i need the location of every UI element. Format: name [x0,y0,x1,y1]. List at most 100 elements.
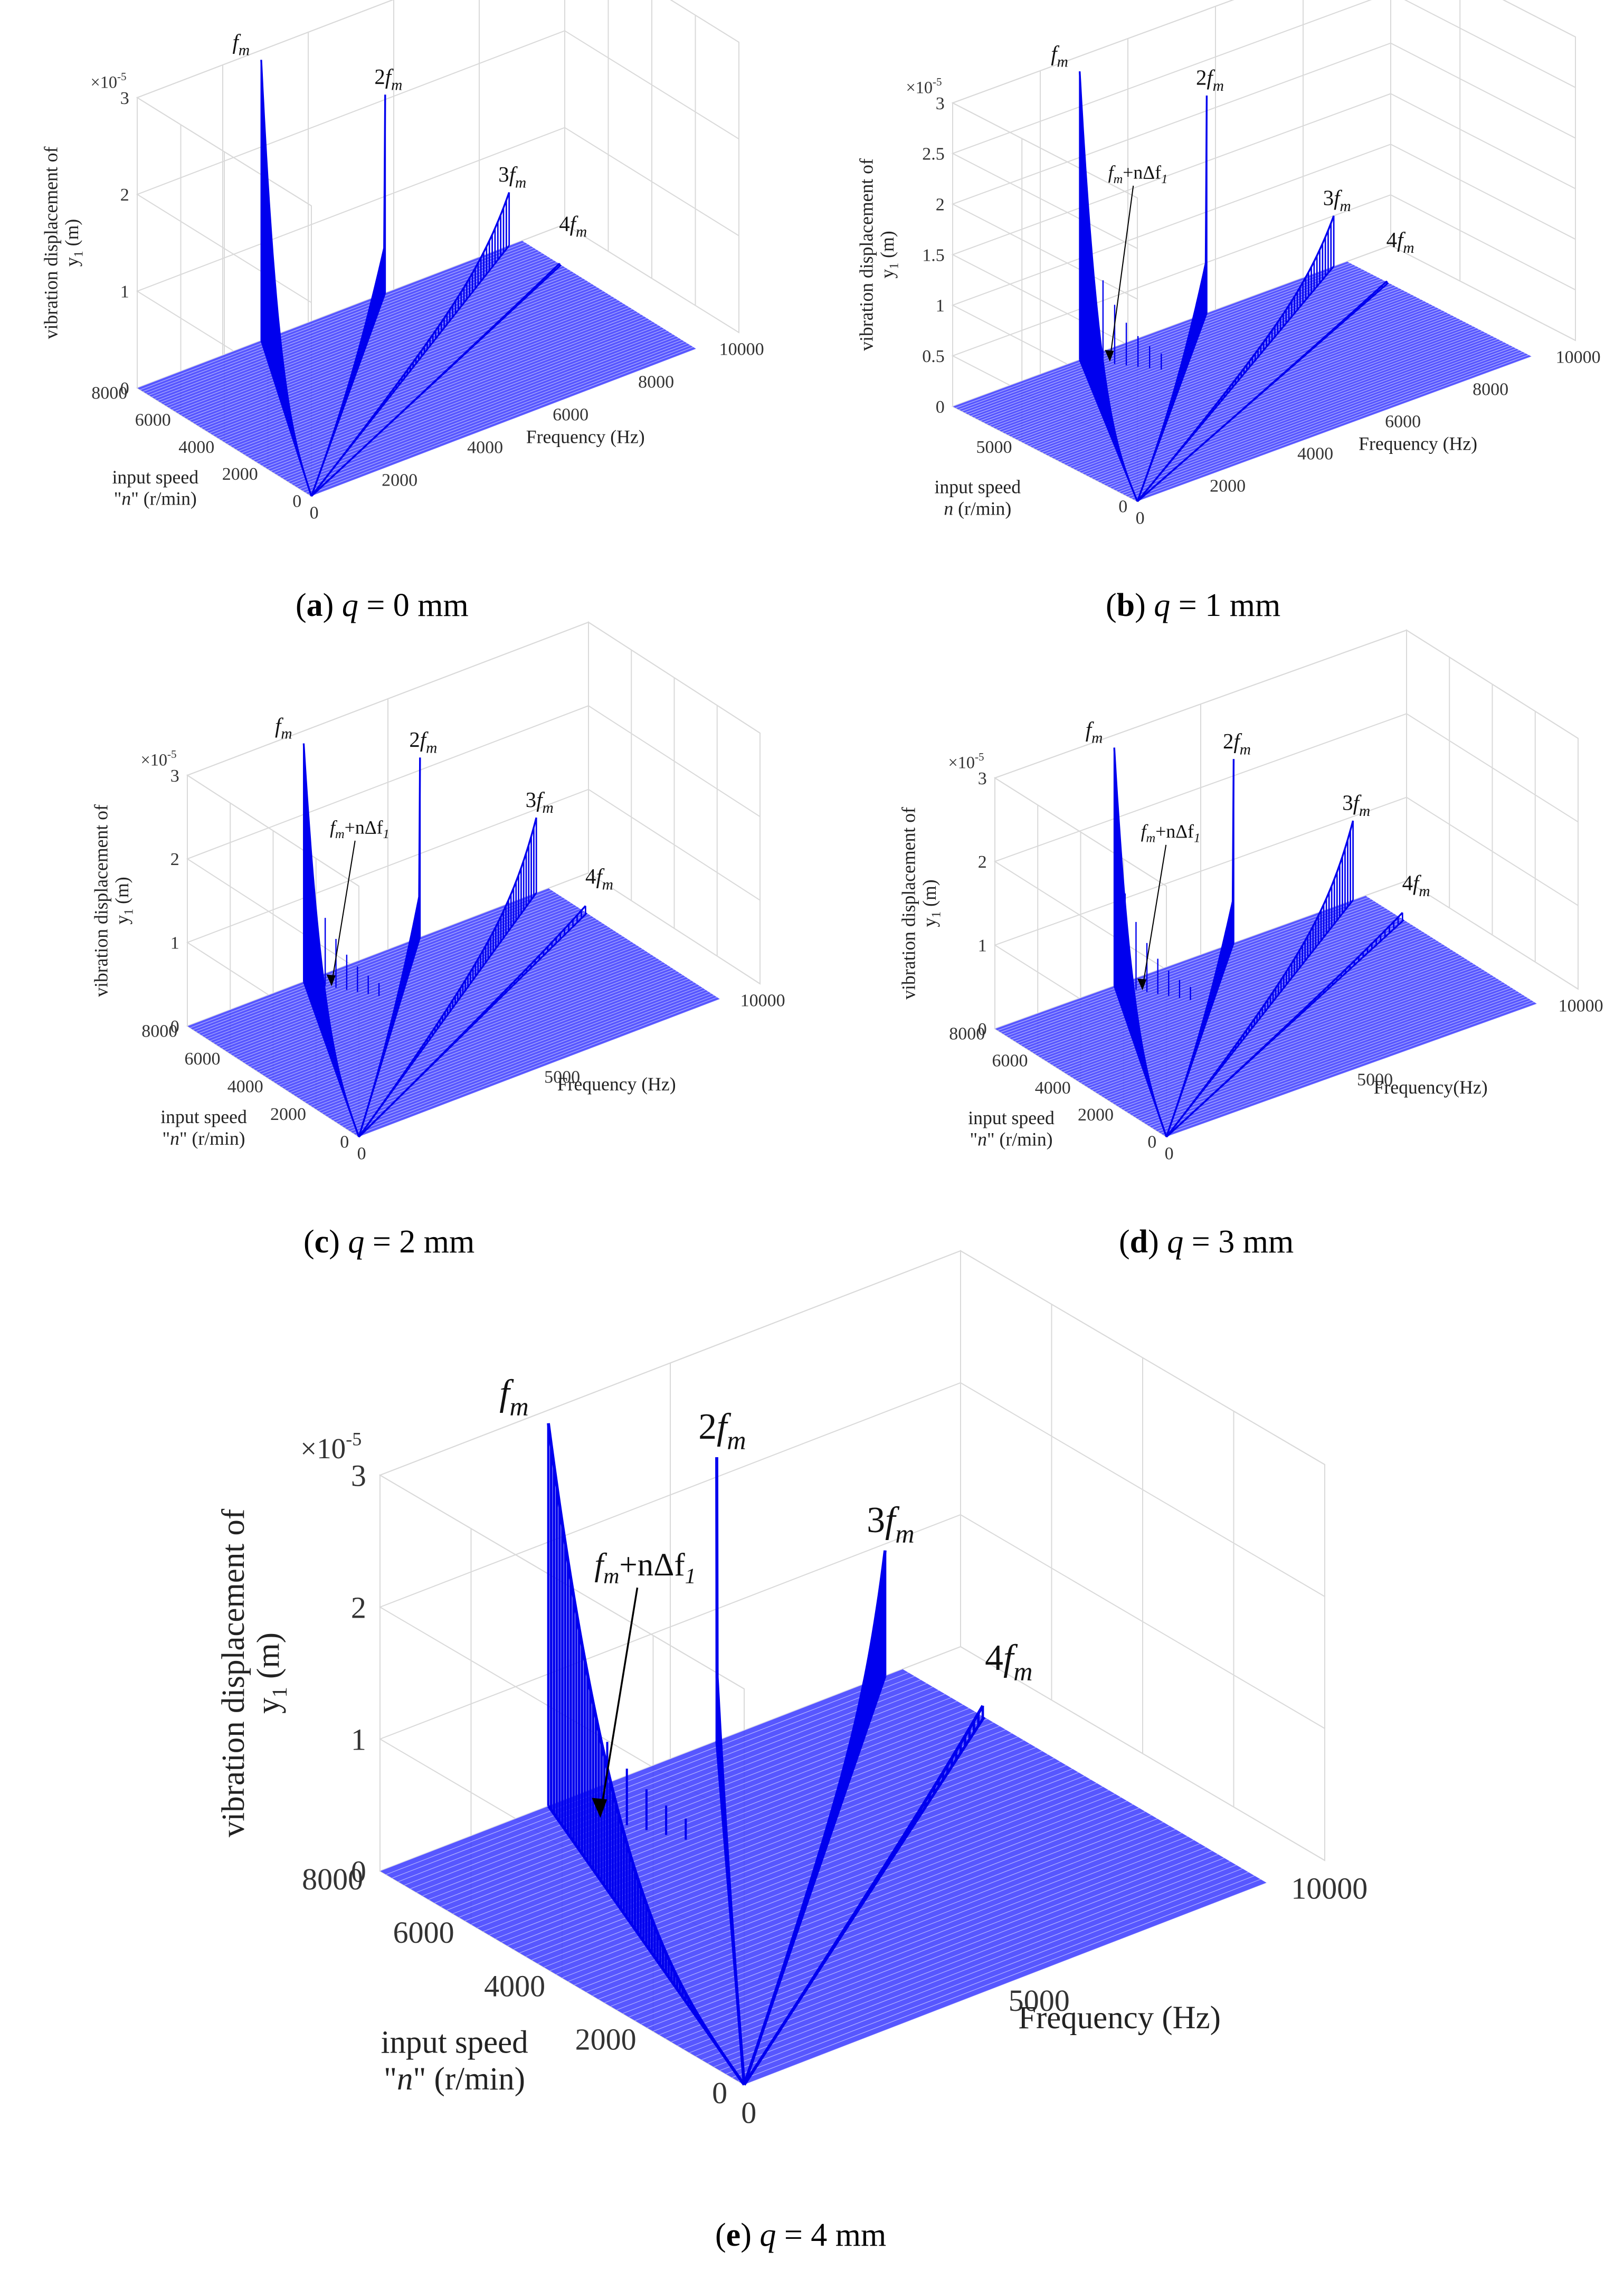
chart-e-exponent: ×10-5 [300,1429,362,1465]
chart-d-trace-21 [1106,965,1477,1099]
chart-c-trace-46 [227,914,589,1052]
chart-e-trace-47 [459,1715,982,1918]
chart-a-axes: 0123×10-50200040006000800002000400060008… [41,70,764,522]
chart-a-xtick-3: 6000 [553,405,588,425]
chart-e-label-3fm: 3fm [867,1500,914,1548]
chart-a-ridge-2fm [310,94,386,497]
chart-b-ridge-floor-3 [1136,265,1335,502]
chart-a-trace-59 [140,242,525,390]
chart-c-ytick-2: 4000 [227,1077,263,1096]
caption-a-letter: a [306,587,323,623]
chart-c-trace-9 [333,982,695,1121]
chart-a-label-4fm: 4fm [559,212,587,240]
chart-d-ytick-1: 2000 [1078,1105,1114,1125]
chart-d-ytick-4: 8000 [949,1024,985,1043]
chart-a-trace-49 [169,260,554,408]
chart-e-trace-35 [531,1758,1055,1961]
caption-d-letter: d [1129,1224,1148,1260]
chart-e-sideband-arrow [599,1587,639,1815]
chart-d-sidebands [1124,893,1191,1000]
chart-a-trace-0 [311,348,697,497]
chart-e-sideband-label: fm+nΔf1 [594,1547,696,1589]
chart-a-ztick-1: 1 [120,282,129,302]
chart-b-trace-59 [955,262,1351,408]
chart-b-trace-36 [1026,299,1421,445]
chart-c-ridge-2fm [358,757,421,1137]
chart-c-trace-20 [301,962,663,1100]
chart-d-exponent: ×10-5 [948,750,984,772]
chart-c-trace-27 [281,948,643,1088]
chart-a-ridge-floor-4 [310,264,562,497]
caption-b: (b) q = 1 mm [1106,587,1281,623]
chart-b-ztick-3: 1.5 [922,245,945,265]
chart-b-ztick-6: 3 [936,94,945,113]
caption-c-variable: q [348,1224,365,1260]
chart-a-ridge-floor-3 [310,245,510,497]
chart-c-walls [186,621,761,1138]
chart-a-trace-7 [291,336,676,484]
chart-b-ztick-4: 2 [936,195,945,215]
chart-d-xtick-1: 5000 [1357,1070,1393,1090]
chart-e-trace-55 [410,1686,933,1889]
chart-d-trace-22 [1103,964,1475,1098]
chart-e-xtick-0: 0 [741,2096,756,2130]
chart-c-trace-7 [338,985,700,1125]
caption-a-rest: = 0 mm [358,587,469,623]
chart-b-sideband-label: fm+nΔf1 [1108,162,1168,186]
chart-d-trace-35 [1066,940,1437,1074]
caption-c-rest: = 2 mm [364,1224,475,1260]
chart-e-trace-34 [537,1761,1061,1964]
chart-d-ztick-3: 3 [978,769,987,788]
chart-b-xtick-0: 0 [1136,509,1145,528]
chart-a-trace-1 [308,347,694,495]
chart-b-sideband-arrow [1109,185,1134,360]
chart-b-trace-15 [1091,332,1486,478]
chart-c-trace-19 [304,963,666,1103]
chart-b-trace-57 [962,265,1356,412]
chart-e-trace-10 [683,1847,1207,2050]
chart-c-trace-17 [310,967,672,1106]
chart-a-ytick-2: 4000 [178,438,214,457]
caption-d-variable: q [1167,1224,1184,1260]
chart-a-trace-41 [192,274,577,423]
chart-b-trace-43 [1004,288,1400,434]
chart-d-zlabel-1: vibration displacement of [898,807,919,1000]
chart-d-trace-7 [1146,991,1517,1125]
chart-b-ridge-3fm [1136,215,1335,502]
chart-d-ztick-0: 0 [978,1020,987,1039]
chart-c-trace-12 [324,976,686,1115]
chart-d-ridge-floor-4 [1165,919,1404,1138]
chart-b-trace-20 [1076,324,1470,470]
chart-d-trace-20 [1109,967,1480,1101]
chart-c-trace-21 [299,960,660,1099]
chart-d-trace-28 [1086,953,1457,1087]
chart-e-trace-41 [495,1736,1018,1939]
chart-a-ytick-4: 8000 [91,383,127,403]
chart-c-trace-15 [316,971,677,1110]
chart-c-ztick-3: 3 [170,766,179,786]
caption-e-variable: q [759,2217,776,2253]
chart-a-ridges [260,60,562,497]
chart-d-trace-60 [994,895,1366,1029]
chart-a-ztick-3: 3 [120,89,129,108]
chart-a-trace-46 [177,265,563,414]
chart-b-trace-60 [952,261,1347,407]
chart-c-ridge-3fm [358,817,537,1137]
chart-e-trace-33 [544,1765,1067,1968]
caption-c: (c) q = 2 mm [303,1224,475,1260]
chart-c-trace-2 [353,995,715,1134]
chart-e-trace-36 [525,1754,1049,1957]
chart-a-ridge-fm [260,60,312,497]
chart-d-trace-27 [1089,955,1460,1089]
caption-c-letter: c [314,1224,329,1260]
chart-e-trace-21 [616,1808,1139,2010]
chart-b-xtick-5: 10000 [1556,348,1601,367]
chart-b-trace-10 [1106,340,1501,486]
chart-a-trace-9 [285,332,670,480]
chart-b-zlabel-2: y1 (m) [877,231,901,278]
chart-a-xtick-4: 8000 [638,373,674,392]
chart-e-trace-25 [592,1793,1115,1996]
chart-a-trace-33 [215,289,601,437]
